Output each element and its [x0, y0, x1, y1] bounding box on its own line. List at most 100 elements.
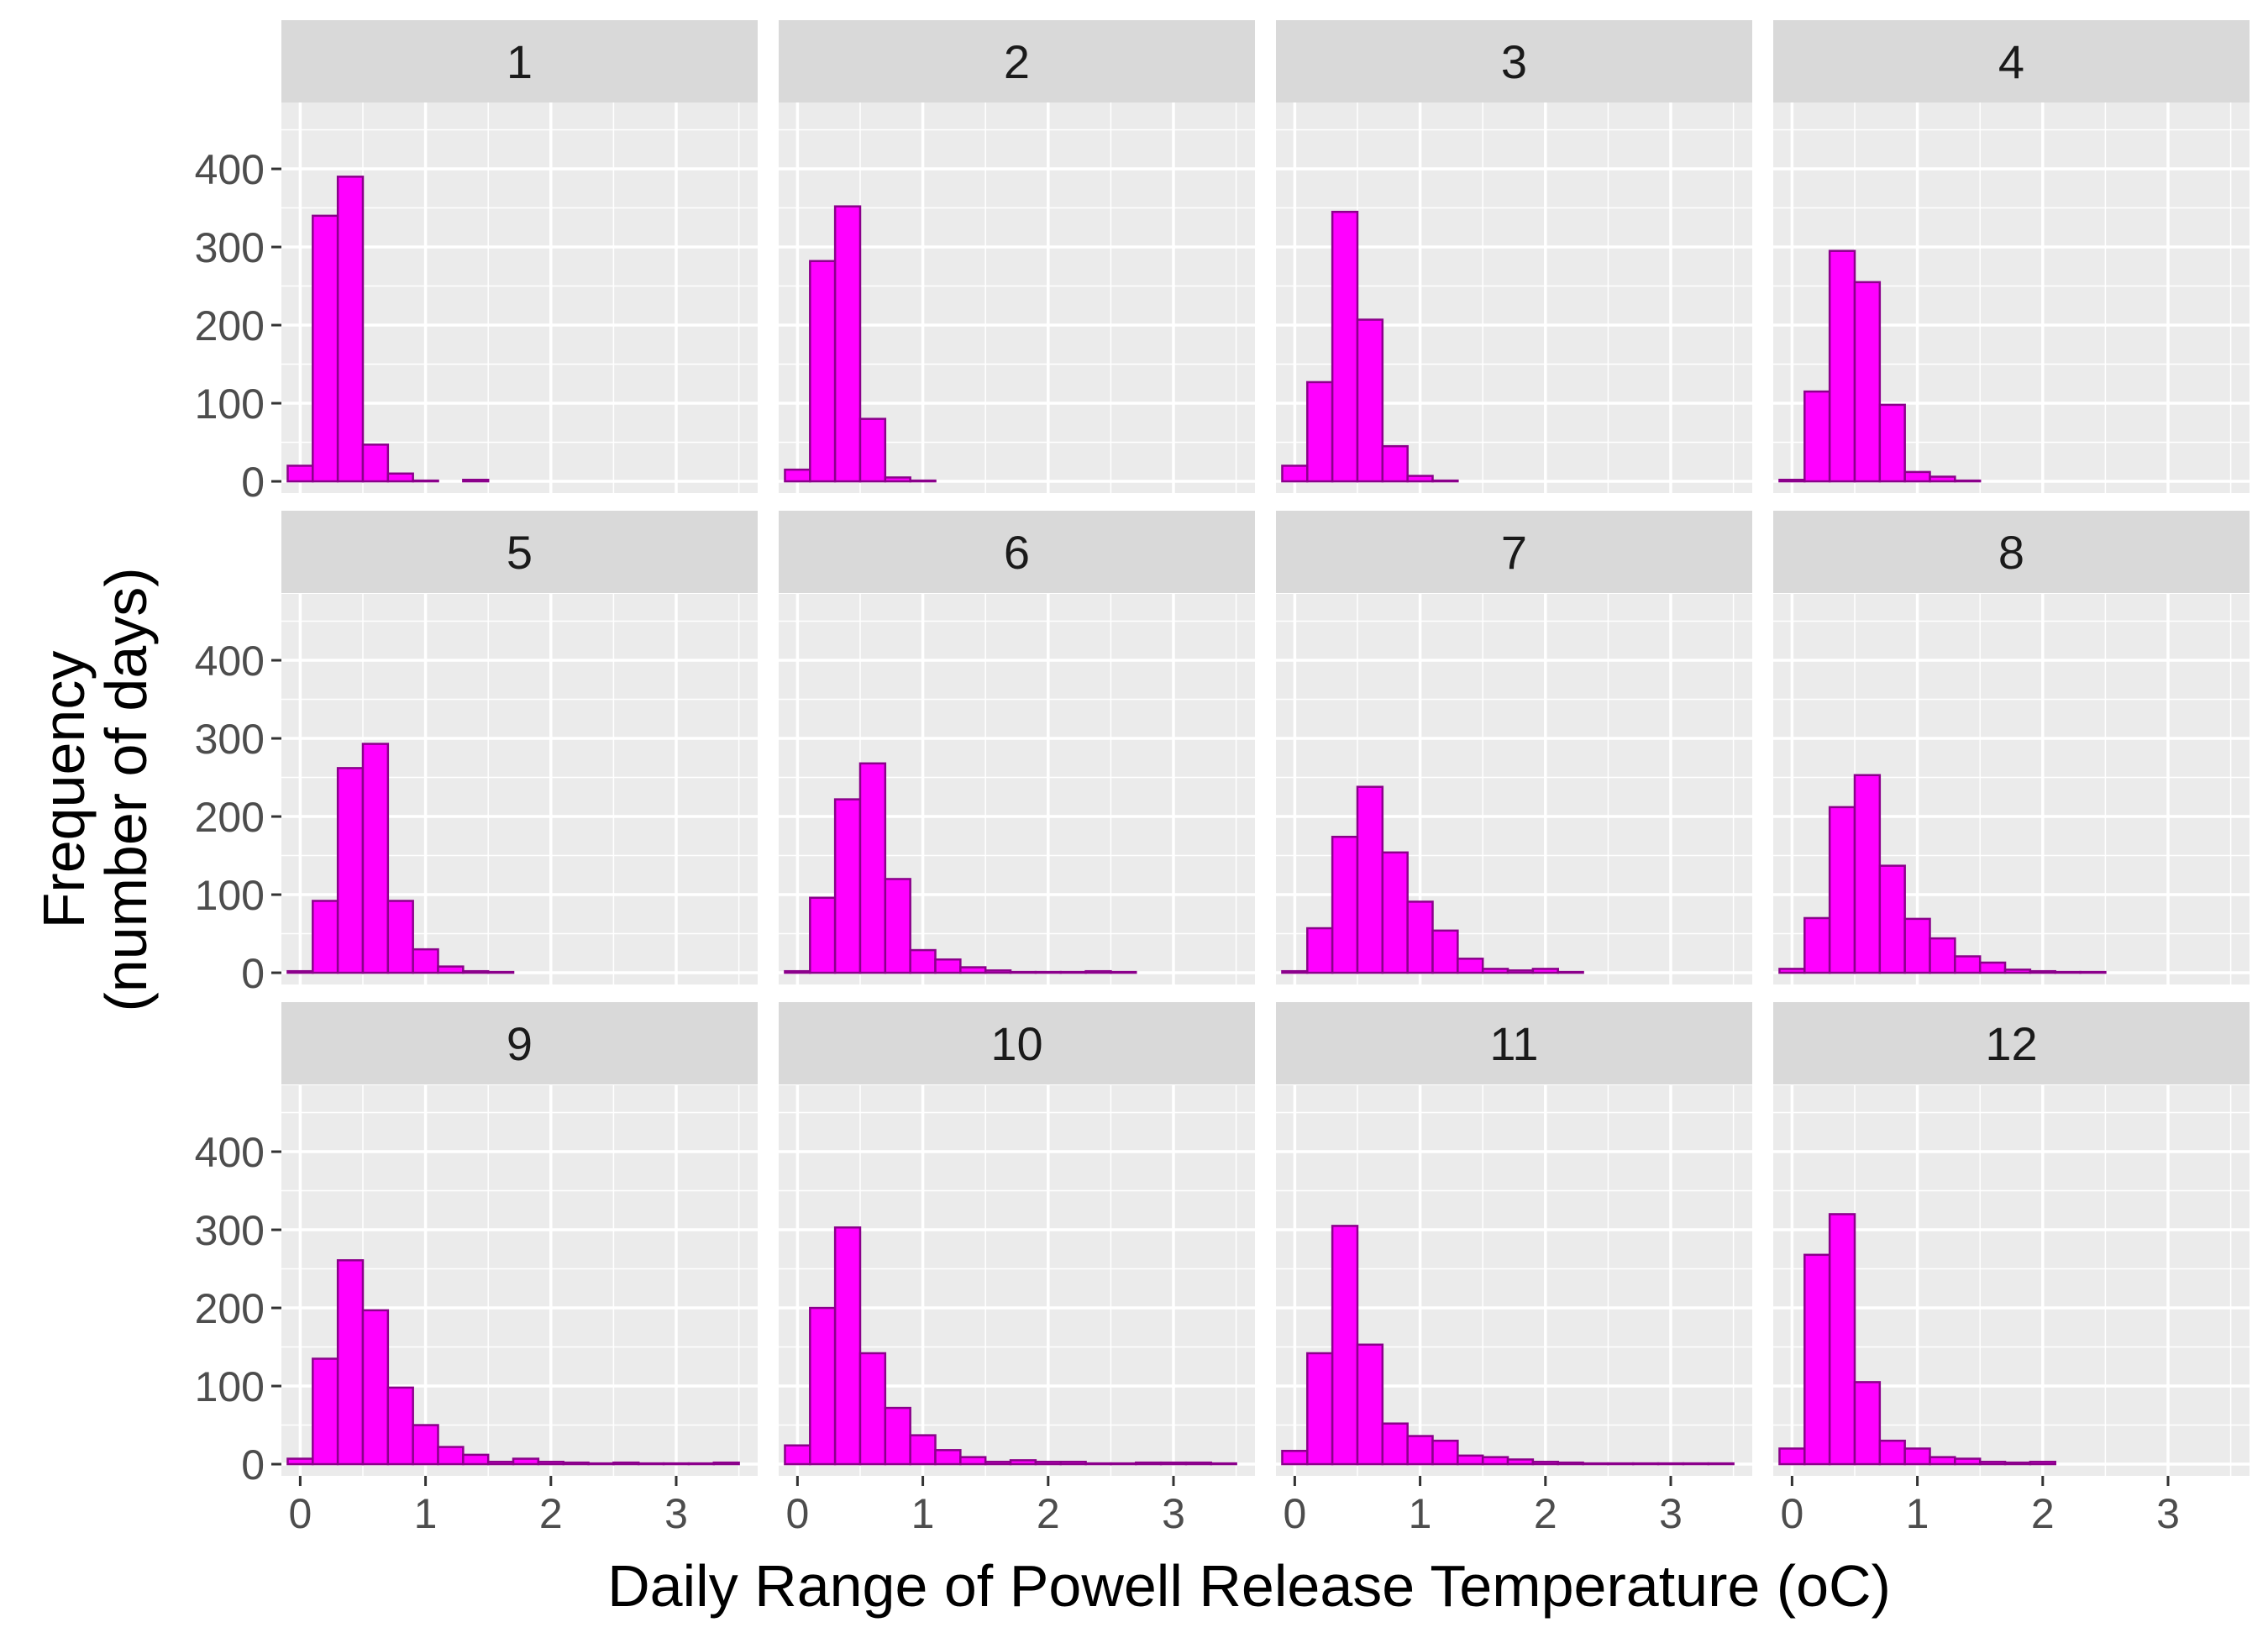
facet-strip	[779, 20, 1255, 102]
histogram-bar	[784, 1444, 811, 1466]
histogram-bar	[1059, 970, 1087, 974]
histogram-bar	[1803, 1253, 1831, 1466]
histogram-bar	[934, 1449, 962, 1466]
facet-strip-label: 7	[1501, 526, 1527, 579]
facet-panel-10: 10 0 1 2 3	[779, 1002, 1255, 1537]
histogram-bar	[1582, 1462, 1609, 1466]
x-tick-label: 1	[1906, 1490, 1929, 1537]
histogram-bar	[1557, 1461, 1584, 1466]
histogram-bar	[1778, 1447, 1806, 1466]
histogram-bar	[1481, 1456, 1509, 1466]
facet-strip-label: 11	[1489, 1017, 1538, 1070]
histogram-bar	[1828, 806, 1856, 974]
histogram-bar	[858, 1352, 887, 1466]
facet-panel-9: 9 0 100 200 300 400 0 1 2 3	[195, 1002, 758, 1537]
histogram-bar	[1954, 1457, 1982, 1466]
x-axis: 0 1 2 3	[1283, 1476, 1683, 1537]
x-tick-label: 0	[1780, 1490, 1803, 1537]
histogram-bar	[336, 176, 365, 483]
histogram-bar	[1954, 479, 1982, 483]
histogram-bar	[1632, 1462, 1660, 1466]
histogram-bar	[1457, 958, 1484, 974]
histogram-bars	[1778, 774, 2107, 974]
x-tick-label: 1	[911, 1490, 935, 1537]
y-tick-label: 0	[241, 1441, 265, 1488]
histogram-bar	[884, 878, 911, 974]
facet-strip	[281, 20, 758, 102]
histogram-bar	[809, 260, 837, 483]
histogram-bar	[884, 1406, 911, 1466]
histogram-bar	[1381, 1422, 1409, 1466]
y-tick-label: 100	[195, 872, 265, 919]
x-axis: 0 1 2 3	[785, 1476, 1185, 1537]
histogram-bar	[1878, 403, 1906, 483]
histogram-bar	[1381, 851, 1409, 974]
histogram-bar	[1853, 281, 1882, 483]
histogram-bar	[1281, 1449, 1309, 1466]
histogram-bar	[612, 1461, 640, 1466]
facet-panel-5: 5 0 100 200 300 400	[195, 511, 758, 997]
histogram-bar	[1828, 249, 1856, 483]
y-tick-label: 400	[195, 1129, 265, 1176]
x-tick-label: 0	[288, 1490, 312, 1537]
histogram-bars	[286, 743, 515, 974]
facet-strip-label: 12	[1985, 1017, 2037, 1070]
histogram-bar	[1009, 1459, 1037, 1466]
histogram-bar	[1778, 478, 1806, 483]
facet-strip	[1276, 20, 1752, 102]
histogram-bar	[437, 965, 465, 974]
histogram-bar	[412, 1424, 439, 1466]
histogram-bar	[809, 1306, 837, 1466]
facet-panel-2: 2	[779, 20, 1255, 493]
facet-strip	[1773, 1002, 2250, 1084]
histogram-bar	[1034, 1461, 1062, 1466]
histogram-bar	[1878, 1439, 1906, 1466]
facet-strip-label: 4	[1998, 35, 2024, 88]
histogram-bar	[2003, 1461, 2032, 1466]
facet-strip-label: 9	[507, 1017, 533, 1070]
facet-strip	[779, 1002, 1255, 1084]
histogram-bar	[784, 468, 811, 483]
histogram-bar	[386, 900, 414, 974]
histogram-bar	[909, 1434, 937, 1466]
histogram-bar	[587, 1462, 615, 1466]
facet-strip-label: 10	[990, 1017, 1042, 1070]
histogram-bar	[336, 767, 365, 974]
facet-panel-11: 11 0 1 2 3	[1276, 1002, 1752, 1537]
facet-panel-3: 3	[1276, 20, 1752, 493]
histogram-bar	[1431, 929, 1459, 974]
y-tick-label: 0	[241, 950, 265, 997]
histogram-bar	[1557, 970, 1584, 974]
histogram-bar	[1331, 835, 1359, 974]
histogram-bar	[2003, 969, 2032, 974]
histogram-bars	[286, 1259, 740, 1466]
y-tick-label: 0	[241, 459, 265, 506]
x-tick-label: 1	[414, 1490, 438, 1537]
x-axis: 0 1 2 3	[288, 1476, 688, 1537]
histogram-bar	[437, 1446, 465, 1466]
histogram-bars	[1778, 249, 1982, 483]
facet-strip	[281, 511, 758, 593]
histogram-bars	[784, 762, 1137, 974]
histogram-bars	[1778, 1213, 2056, 1466]
histogram-bar	[1306, 1352, 1334, 1466]
histogram-bar	[1803, 916, 1831, 974]
histogram-bar	[1707, 1462, 1735, 1466]
facet-panel-1: 1 0 100 200 300 400	[195, 20, 758, 506]
x-tick-label: 2	[1534, 1490, 1557, 1537]
histogram-bar	[1110, 970, 1137, 974]
facet-panel-12: 120 1 2 3	[1773, 1002, 2250, 1537]
y-axis: 0 100 200 300 400	[195, 638, 281, 997]
histogram-bar	[312, 214, 339, 483]
histogram-bar	[312, 900, 339, 974]
histogram-bar	[1184, 1461, 1213, 1466]
histogram-bar	[1656, 1462, 1685, 1466]
y-tick-label: 300	[195, 224, 265, 271]
histogram-bar	[1978, 1461, 2007, 1466]
histogram-bar	[1331, 210, 1359, 483]
histogram-bar	[984, 1461, 1012, 1466]
histogram-bar	[1135, 1461, 1163, 1466]
histogram-bar	[286, 465, 314, 483]
histogram-bar	[1853, 774, 1882, 974]
histogram-bar	[1903, 1447, 1931, 1466]
